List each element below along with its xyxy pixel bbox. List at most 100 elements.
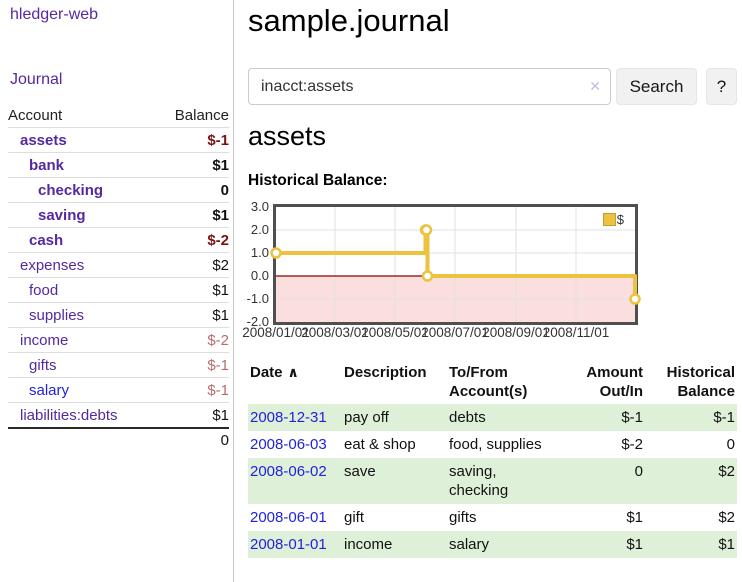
- register-row[interactable]: 2008-01-01 income salary $1 $1: [248, 531, 737, 558]
- register-table-body: 2008-12-31 pay off debts $-1 $-1 2008-06-03 ea…: [248, 404, 737, 558]
- y-axis-tick-label: 2.0: [250, 222, 269, 237]
- account-name-cell: supplies: [8, 303, 156, 328]
- register-amount-cell: $-1: [621, 409, 643, 426]
- account-name-cell: salary: [8, 378, 156, 403]
- account-balance: $1: [212, 406, 229, 424]
- sidebar: hledger-web Journal Account Balance asse…: [0, 0, 234, 582]
- account-link[interactable]: salary: [29, 381, 70, 399]
- y-axis-tick-label: -2.0: [246, 314, 269, 329]
- register-row[interactable]: 2008-06-03 eat & shop food, supplies $-2 0: [248, 431, 737, 458]
- account-balance: $1: [212, 281, 229, 299]
- account-name-cell: income: [8, 328, 156, 353]
- search-input[interactable]: [248, 68, 611, 105]
- account-balance: 0: [220, 181, 229, 199]
- account-link[interactable]: cash: [29, 231, 64, 249]
- account-name-cell: cash: [8, 228, 156, 253]
- account-row: cash $-2: [8, 228, 229, 253]
- register-amount-cell: $-2: [621, 436, 643, 453]
- help-button[interactable]: ?: [706, 68, 737, 105]
- chart-heading: Historical Balance:: [248, 172, 388, 189]
- register-accounts-cell: food, supplies: [449, 436, 542, 453]
- account-link[interactable]: gifts: [29, 356, 57, 374]
- transaction-date-link[interactable]: 2008-12-31: [250, 409, 327, 426]
- chart-canvas: [270, 207, 641, 322]
- register-balance-cell: $2: [718, 509, 735, 526]
- accounts-total-spacer: [8, 427, 156, 451]
- account-name-cell: assets: [8, 128, 156, 153]
- main-content: sample.journal ✕ Search ? assets Histori…: [242, 0, 737, 582]
- account-balance: $1: [212, 306, 229, 324]
- account-balance: $2: [212, 256, 229, 274]
- account-row: liabilities:debts $1: [8, 403, 229, 429]
- account-balance: $-1: [207, 356, 229, 374]
- register-description-cell: income: [344, 536, 393, 553]
- y-axis-tick-label: 3.0: [250, 199, 269, 214]
- transaction-date-link[interactable]: 2008-06-01: [250, 509, 327, 526]
- register-description-cell: pay off: [344, 409, 389, 426]
- x-axis-tick-label: 2008/01/01: [242, 325, 310, 340]
- account-balance: $-1: [207, 381, 229, 399]
- account-name-cell: expenses: [8, 253, 156, 278]
- account-name-cell: gifts: [8, 353, 156, 378]
- register-col-balance: Historical Balance: [666, 364, 735, 400]
- account-row: food $1: [8, 278, 229, 303]
- register-row[interactable]: 2008-06-01 gift gifts $1 $2: [248, 504, 737, 531]
- account-link[interactable]: assets: [20, 131, 67, 149]
- register-date-cell: 2008-06-01: [248, 504, 344, 531]
- transaction-date-link[interactable]: 2008-06-03: [250, 436, 327, 453]
- accounts-table-body: assets $-1 bank $1 checking 0 saving $1 cash $-2 e…: [8, 128, 229, 429]
- register-col-date[interactable]: Date ∧: [250, 364, 299, 381]
- account-name-cell: checking: [8, 178, 156, 203]
- x-axis-tick-label: 2008/05/01: [361, 325, 429, 340]
- register-row[interactable]: 2008-12-31 pay off debts $-1 $-1: [248, 404, 737, 431]
- register-col-accounts: To/From Account(s): [449, 364, 528, 400]
- register-col-amount: Amount Out/In: [586, 364, 643, 400]
- transaction-date-link[interactable]: 2008-06-02: [250, 463, 327, 480]
- x-axis-tick-label: 2008/09/01: [482, 325, 550, 340]
- accounts-total-row: 0: [8, 427, 229, 451]
- clear-search-icon[interactable]: ✕: [589, 78, 601, 94]
- chart-legend: $: [601, 211, 625, 228]
- account-row: supplies $1: [8, 303, 229, 328]
- register-amount-cell: 0: [634, 463, 643, 480]
- register-date-cell: 2008-06-03: [248, 431, 344, 458]
- register-description-cell: gift: [344, 509, 365, 526]
- account-link[interactable]: liabilities:debts: [20, 406, 118, 424]
- nav-journal-link[interactable]: Journal: [10, 71, 63, 88]
- x-axis-tick-label: 2008/07/01: [421, 325, 489, 340]
- legend-swatch-icon: [602, 213, 616, 226]
- accounts-col-balance: Balance: [174, 106, 229, 124]
- account-link[interactable]: food: [29, 281, 59, 299]
- register-table: Date ∧ Description To/From Account(s) Amount…: [248, 358, 737, 558]
- transaction-date-link[interactable]: 2008-01-01: [250, 536, 327, 553]
- register-row[interactable]: 2008-06-02 save saving, checking 0 $2: [248, 458, 737, 504]
- historical-balance-chart: $ 3.0 2.0 1.0 0.0 -1.0 -2.0 2008/01/01 2008/03…: [242, 196, 737, 348]
- account-row: bank $1: [8, 153, 229, 178]
- register-description-cell: save: [344, 463, 376, 480]
- accounts-total-value: 0: [155, 427, 229, 451]
- brand-link[interactable]: hledger-web: [10, 6, 99, 23]
- account-link[interactable]: checking: [38, 181, 104, 199]
- account-row: checking 0: [8, 178, 229, 203]
- account-row: gifts $-1: [8, 353, 229, 378]
- search-bar: ✕ Search ?: [248, 68, 737, 105]
- x-axis-tick-label: 2008/11/01: [542, 325, 610, 340]
- register-description-cell: eat & shop: [344, 436, 416, 453]
- account-row: expenses $2: [8, 253, 229, 278]
- account-row: income $-2: [8, 328, 229, 353]
- register-accounts-cell: saving, checking: [449, 463, 509, 499]
- account-link[interactable]: expenses: [20, 256, 85, 274]
- account-balance: $1: [212, 206, 229, 224]
- account-name-cell: bank: [8, 153, 156, 178]
- account-link[interactable]: saving: [38, 206, 86, 224]
- sort-ascending-icon: ∧: [287, 364, 299, 380]
- search-button[interactable]: Search: [616, 68, 697, 105]
- accounts-col-account: Account: [8, 106, 63, 124]
- y-axis-tick-label: 1.0: [250, 245, 269, 260]
- account-link[interactable]: income: [20, 331, 69, 349]
- account-link[interactable]: bank: [29, 156, 65, 174]
- register-date-cell: 2008-06-02: [248, 458, 344, 504]
- page-title: sample.journal: [248, 3, 450, 38]
- x-axis-tick-label: 2008/03/01: [301, 325, 369, 340]
- account-link[interactable]: supplies: [29, 306, 85, 324]
